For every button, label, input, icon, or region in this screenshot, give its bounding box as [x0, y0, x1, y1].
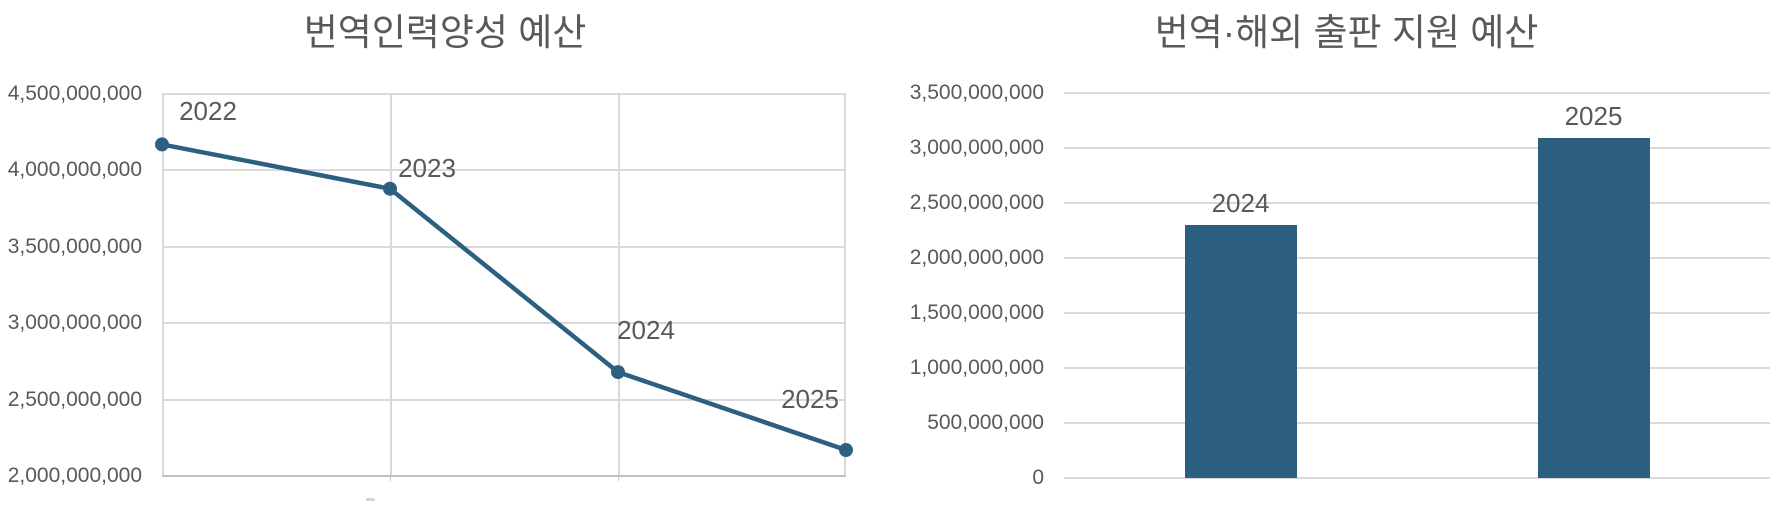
- y-axis-tick-label: 2,000,000,000: [7, 464, 142, 487]
- gridline-horizontal: [1064, 477, 1770, 479]
- gridline-vertical: [844, 94, 846, 476]
- gridline-horizontal: [1064, 312, 1770, 314]
- y-axis-tick-label: 4,000,000,000: [7, 158, 142, 182]
- y-axis-tick-label: 3,000,000,000: [909, 136, 1044, 159]
- gridline-horizontal: [1064, 422, 1770, 424]
- gridline-horizontal: [1064, 147, 1770, 149]
- y-axis-tick-label: 1,000,000,000: [909, 356, 1044, 379]
- data-label-2024: 2024: [617, 315, 675, 346]
- stray-axis-mark: [366, 498, 375, 501]
- data-label-2024: 2024: [1211, 188, 1270, 218]
- gridline-horizontal: [162, 93, 846, 95]
- gridline-horizontal: [1064, 367, 1770, 369]
- gridline-horizontal: [1064, 202, 1770, 204]
- gridline-horizontal: [1064, 92, 1770, 94]
- data-point-marker-2025: [839, 443, 853, 458]
- bar-2025: [1537, 138, 1650, 478]
- x-axis-tick: [390, 476, 391, 481]
- y-axis-tick-label: 1,500,000,000: [909, 301, 1044, 324]
- gridline-horizontal: [162, 245, 846, 248]
- gridline-horizontal: [162, 169, 846, 172]
- data-point-marker-2024: [611, 365, 625, 380]
- y-axis-tick-label: 2,000,000,000: [909, 246, 1044, 269]
- plot-area-bar-chart: 2024 2025: [1064, 92, 1770, 479]
- y-axis-tick-label: 3,000,000,000: [7, 311, 142, 335]
- y-axis-tick-label: 2,500,000,000: [7, 387, 142, 411]
- x-axis-tick: [618, 476, 619, 481]
- gridline-vertical: [390, 94, 392, 476]
- data-point-marker-2022: [155, 137, 169, 152]
- gridline-vertical: [162, 94, 164, 476]
- bar-chart-publication-support-budget: 번역·해외 출판 지원 예산 2024 2025 3,500,000,000 3,0…: [890, 0, 1781, 522]
- y-axis-tick-label: 500,000,000: [927, 411, 1044, 434]
- y-axis-tick-label: 3,500,000,000: [7, 234, 142, 258]
- y-axis-tick-label: 3,500,000,000: [909, 81, 1044, 104]
- x-axis-line: [162, 475, 846, 477]
- data-label-2025: 2025: [781, 384, 839, 415]
- plot-area-line-chart: 2022 2023 2024 2025: [155, 93, 853, 481]
- data-label-2022: 2022: [179, 96, 237, 127]
- y-axis-tick-label: 4,500,000,000: [7, 82, 142, 105]
- data-label-2025: 2025: [1564, 101, 1623, 132]
- data-label-2023: 2023: [398, 152, 456, 183]
- chart-title-publication-support: 번역·해외 출판 지원 예산: [1154, 12, 1539, 53]
- gridline-vertical: [618, 94, 620, 476]
- gridline-horizontal: [162, 398, 846, 401]
- chart-title-translation-training: 번역인력양성 예산: [303, 12, 587, 53]
- line-chart-translation-training-budget: 번역인력양성 예산 2022 2023 2024 2025 4,500,000,000…: [0, 0, 890, 522]
- series-line: [159, 142, 849, 453]
- gridline-horizontal: [1064, 257, 1770, 259]
- bar-2024: [1184, 225, 1297, 478]
- y-axis-tick-label: 0: [1032, 466, 1044, 489]
- y-axis-tick-label: 2,500,000,000: [909, 191, 1044, 214]
- line-series-budget: [155, 137, 853, 458]
- gridline-horizontal: [162, 322, 846, 325]
- data-point-marker-2023: [383, 181, 397, 196]
